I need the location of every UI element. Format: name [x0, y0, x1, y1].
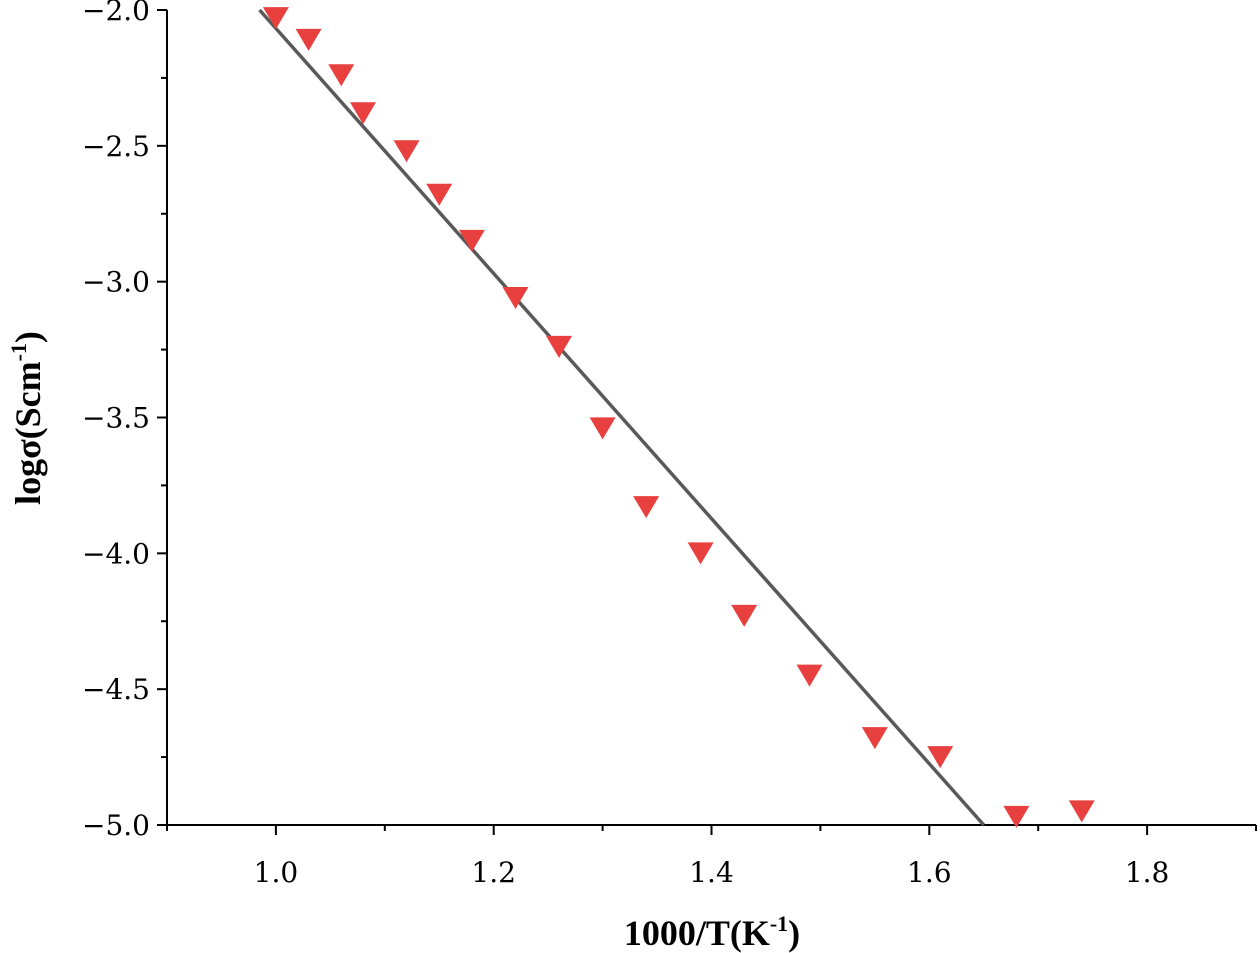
data-point [731, 604, 758, 627]
x-tick-label: 1.6 [907, 856, 952, 889]
y-tick-label: −4.5 [82, 673, 150, 706]
data-point [687, 542, 714, 565]
data-point [502, 286, 529, 309]
data-point [295, 28, 322, 51]
x-axis-title: 1000/T(K-1) [624, 911, 800, 953]
y-tick-labels: −2.0 −2.5 −3.0 −3.5 −4.0 −4.5 −5.0 [82, 0, 150, 842]
data-point [458, 229, 485, 252]
ticks [157, 9, 1257, 835]
x-tick-labels: 1.0 1.2 1.4 1.6 1.8 [254, 856, 1170, 889]
y-tick-label: −2.5 [82, 130, 150, 163]
data-point [426, 183, 453, 206]
data-point [393, 140, 420, 163]
data-point [796, 664, 823, 687]
x-tick-label: 1.2 [471, 856, 516, 889]
fit-line [258, 8, 986, 827]
data-point [927, 746, 954, 769]
y-axis-title: logσ(Scm-1) [6, 331, 48, 505]
data-point [589, 417, 616, 440]
y-tick-label: −3.0 [82, 266, 150, 299]
y-tick-label: −3.5 [82, 402, 150, 435]
x-tick-label: 1.0 [254, 856, 299, 889]
data-point [1068, 800, 1095, 823]
fit-line-group [258, 8, 986, 827]
y-tick-label: −5.0 [82, 809, 150, 842]
data-point [633, 496, 660, 519]
data-points [262, 7, 1095, 828]
y-tick-label: −2.0 [82, 0, 150, 27]
data-point [1003, 805, 1030, 828]
x-tick-label: 1.8 [1125, 856, 1170, 889]
data-point [262, 7, 289, 30]
data-point [350, 102, 377, 125]
data-point [861, 727, 888, 750]
y-tick-label: −4.0 [82, 537, 150, 570]
x-tick-label: 1.4 [689, 856, 734, 889]
data-point [546, 335, 573, 358]
axes [166, 10, 1256, 826]
data-point [328, 64, 355, 87]
